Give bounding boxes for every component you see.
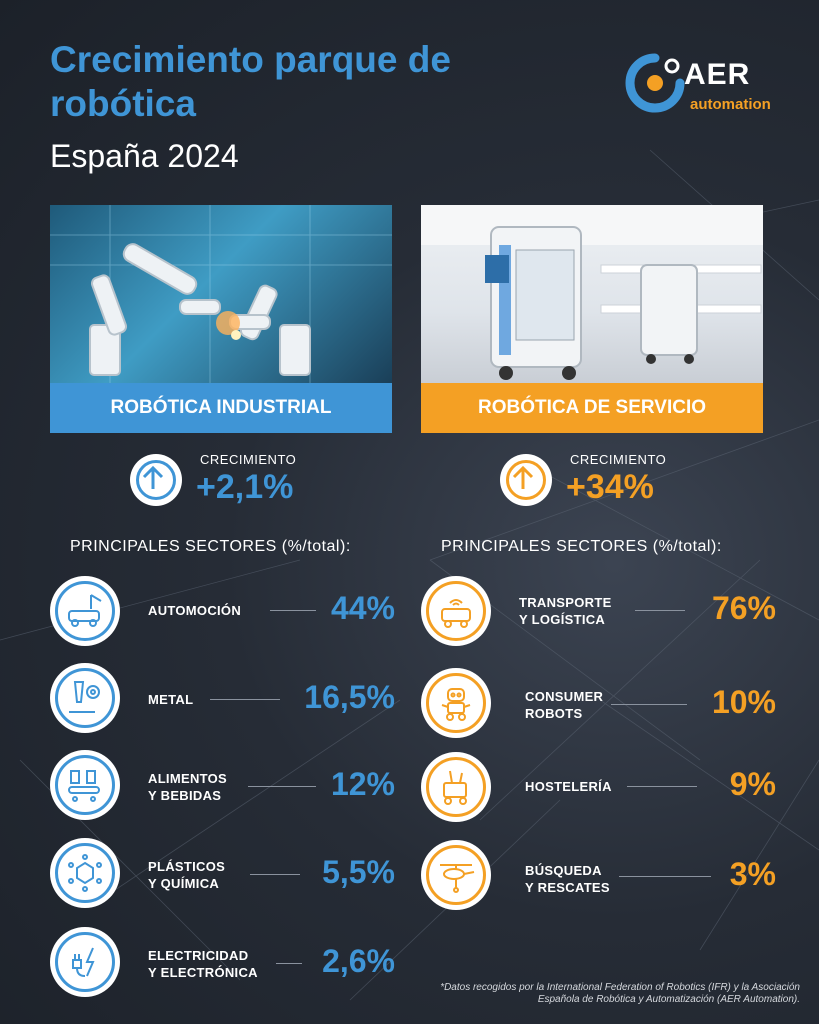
divider: [627, 786, 697, 787]
industrial-sector-row: ELECTRICIDAD Y ELECTRÓNICA 2,6%: [50, 927, 395, 999]
service-sector-row: HOSTELERÍA 9%: [421, 752, 776, 824]
logo-name: AER: [684, 58, 751, 91]
cleaning-cart-icon: [421, 752, 491, 822]
food-conveyor-icon: [50, 750, 120, 820]
service-sector-row: CONSUMER ROBOTS 10%: [421, 668, 776, 740]
divider: [611, 704, 687, 705]
sector-value: 76%: [711, 590, 776, 626]
arrow-up-icon: [500, 454, 552, 506]
industrial-growth: CRECIMIENTO +2,1%: [130, 452, 350, 512]
helicopter-icon: [421, 840, 491, 910]
industrial-banner: ROBÓTICA INDUSTRIAL: [50, 383, 392, 433]
divider: [276, 963, 302, 964]
sector-value: 3%: [729, 856, 776, 892]
plug-lightning-icon: [50, 927, 120, 997]
aer-logo: AER automation: [624, 52, 774, 122]
consumer-robot-icon: [421, 668, 491, 738]
industrial-robot-photo: [50, 205, 392, 383]
aer-logo-icon: [625, 53, 685, 113]
divider: [210, 699, 280, 700]
sector-name: ALIMENTOS Y BEBIDAS: [148, 771, 228, 803]
sector-name: METAL: [148, 692, 194, 707]
service-robot-photo: [421, 205, 763, 383]
sector-name: AUTOMOCIÓN: [148, 603, 242, 618]
divider: [270, 610, 316, 611]
molecule-icon: [50, 838, 120, 908]
service-growth: CRECIMIENTO +34%: [500, 452, 720, 512]
industrial-sector-row: AUTOMOCIÓN 44%: [50, 576, 395, 648]
page-title: Crecimiento parque de robótica: [50, 39, 451, 124]
divider: [619, 876, 711, 877]
service-sectors-heading: PRINCIPALES SECTORES (%/total):: [441, 538, 722, 555]
sector-name: TRANSPORTE Y LOGÍSTICA: [519, 595, 612, 627]
sector-name: ELECTRICIDAD Y ELECTRÓNICA: [148, 948, 258, 980]
sector-name: BÚSQUEDA Y RESCATES: [525, 863, 610, 895]
footnote: *Datos recogidos por la International Fe…: [440, 982, 800, 1005]
sector-value: 16,5%: [304, 679, 395, 715]
page-subtitle: España 2024: [50, 138, 239, 174]
divider: [635, 610, 685, 611]
sector-value: 5,5%: [322, 854, 395, 890]
growth-label: CRECIMIENTO: [570, 452, 667, 467]
logo-tagline: automation: [690, 96, 771, 113]
industrial-sectors-heading: PRINCIPALES SECTORES (%/total):: [70, 538, 351, 555]
arrow-up-icon: [130, 454, 182, 506]
divider: [250, 874, 300, 875]
industrial-sector-row: ALIMENTOS Y BEBIDAS 12%: [50, 750, 395, 822]
metal-gear-icon: [50, 663, 120, 733]
sector-value: 2,6%: [322, 943, 395, 979]
delivery-robot-icon: [421, 576, 491, 646]
growth-value: +2,1%: [196, 468, 294, 506]
sector-name: PLÁSTICOS Y QUÍMICA: [148, 859, 226, 891]
service-banner: ROBÓTICA DE SERVICIO: [421, 383, 763, 433]
industrial-sector-row: METAL 16,5%: [50, 663, 395, 735]
growth-label: CRECIMIENTO: [200, 452, 297, 467]
growth-value: +34%: [566, 468, 654, 506]
sector-value: 9%: [729, 766, 776, 802]
sector-name: CONSUMER ROBOTS: [525, 689, 604, 721]
sector-name: HOSTELERÍA: [525, 779, 612, 794]
sector-value: 44%: [330, 590, 395, 626]
industrial-sector-row: PLÁSTICOS Y QUÍMICA 5,5%: [50, 838, 395, 910]
service-sector-row: BÚSQUEDA Y RESCATES 3%: [421, 840, 776, 912]
sector-value: 12%: [330, 766, 395, 802]
sector-value: 10%: [711, 684, 776, 720]
divider: [248, 786, 316, 787]
service-sector-row: TRANSPORTE Y LOGÍSTICA 76%: [421, 576, 776, 648]
car-assembly-icon: [50, 576, 120, 646]
